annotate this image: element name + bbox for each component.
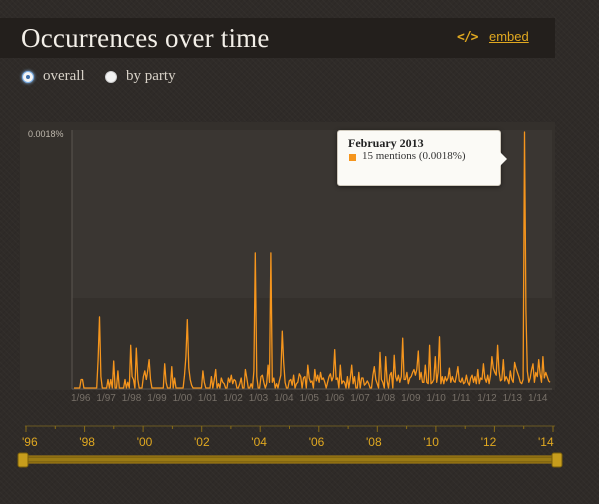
timeline-year-label: '14 [538,435,554,449]
x-tick-label: 1/12 [477,393,497,404]
x-tick-label: 1/11 [452,393,471,404]
x-tick-label: 1/10 [426,393,446,404]
x-tick-label: 1/08 [376,393,396,404]
x-tick-label: 1/01 [198,393,218,404]
overall-radio[interactable]: overall [22,68,85,85]
x-tick-label: 1/98 [122,393,142,404]
timeline-year-label: '04 [251,435,267,449]
x-tick-label: 1/07 [350,393,370,404]
chart-tooltip: February 2013 15 mentions (0.0018%) [337,130,507,186]
x-tick-labels: 1/96 1/97 1/98 1/99 1/00 1/01 1/02 1/03 1/04 1/05… [71,393,548,404]
x-tick-label: 1/14 [528,393,548,404]
timeline-ticks [25,426,554,432]
x-tick-label: 1/03 [249,393,269,404]
occurrences-chart: 0.0018% 1/96 1/97 1/98 1/99 1/00 1/01 1/02 1/03… [17,122,563,468]
tooltip-swatch [349,154,356,161]
x-tick-label: 1/06 [325,393,345,404]
by-party-radio[interactable]: by party [105,68,176,85]
x-tick-label: 1/96 [71,393,91,404]
x-tick-label: 1/99 [147,393,167,404]
timeline-year-label: '06 [309,435,325,449]
range-slider-left-handle[interactable] [17,452,29,468]
y-max-label: 0.0018% [28,129,64,139]
page-title: Occurrences over time [21,23,270,53]
x-tick-label: 1/09 [401,393,421,404]
x-tick-label: 1/02 [223,393,243,404]
series-line [74,131,551,389]
radio-unselected-icon[interactable] [105,70,117,83]
x-tick-label: 1/97 [96,393,116,404]
tooltip-text: 15 mentions (0.0018%) [362,150,466,162]
timeline-year-label: '98 [79,435,95,449]
header-bar: Occurrences over time </> embed [0,18,555,58]
radio-selected-icon[interactable] [22,70,34,83]
x-tick-label: 1/04 [274,393,294,404]
range-slider-right-handle[interactable] [551,452,563,468]
x-tick-label: 1/00 [173,393,193,404]
timeline-year-label: '96 [22,435,38,449]
embed-link[interactable]: embed [489,29,529,44]
x-tick-label: 1/13 [503,393,523,404]
range-slider-fill [26,457,554,462]
timeline-year-labels: '96 '98 '00 '02 '04 '06 '08 '10 '12 '14 [22,435,554,449]
timeline-year-label: '12 [481,435,497,449]
x-tick-label: 1/05 [300,393,320,404]
timeline-year-label: '08 [366,435,382,449]
timeline-year-label: '00 [137,435,153,449]
overall-label: overall [43,68,85,84]
tooltip-title: February 2013 [348,136,424,150]
by-party-label: by party [126,68,176,84]
timeline-year-label: '02 [194,435,210,449]
timeline-year-label: '10 [423,435,439,449]
code-icon[interactable]: </> [457,30,479,45]
